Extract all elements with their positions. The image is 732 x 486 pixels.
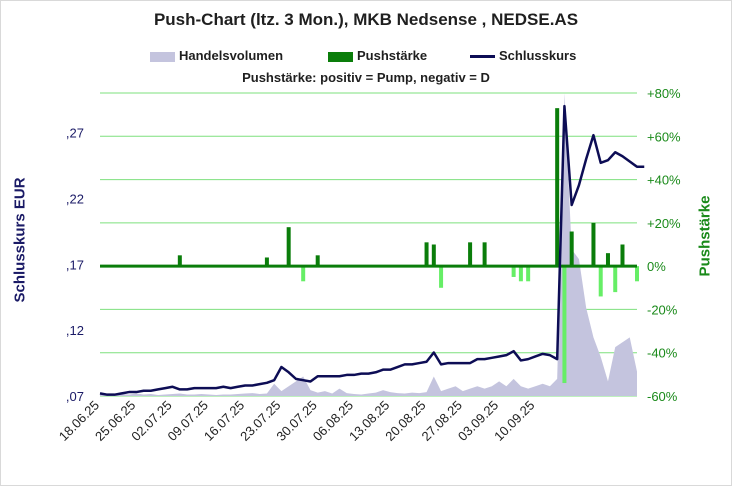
- push-bar-12: [526, 266, 531, 282]
- y-right-tick-2: -20%: [647, 302, 678, 317]
- chart-subtitle: Pushstärke: positiv = Pump, negativ = D: [242, 70, 490, 85]
- push-bar-6: [431, 244, 436, 267]
- legend-label-volume: Handelsvolumen: [179, 48, 284, 63]
- push-bar-14: [562, 266, 567, 384]
- y-left-tick-0: ,07: [66, 389, 84, 404]
- y-left-tick-1: ,12: [66, 323, 84, 338]
- volume-area: [100, 93, 637, 396]
- push-bar-17: [598, 266, 603, 297]
- push-bar-4: [315, 255, 320, 267]
- push-bar-2: [286, 227, 291, 267]
- legend-label-push: Pushstärke: [357, 48, 428, 63]
- push-bar-18: [605, 253, 610, 267]
- push-bar-21: [635, 266, 639, 282]
- legend-swatch-close: [470, 55, 495, 59]
- push-bar-8: [468, 242, 473, 267]
- chart-title: Push-Chart (ltz. 3 Mon.), MKB Nedsense ,…: [153, 10, 579, 29]
- y-right-tick-6: +60%: [647, 129, 681, 144]
- y-left-tick-3: ,22: [66, 191, 84, 206]
- push-bar-19: [613, 266, 618, 293]
- push-bar-5: [424, 242, 429, 267]
- y-right-tick-3: 0%: [647, 259, 666, 274]
- push-bar-7: [439, 266, 444, 288]
- push-bar-11: [518, 266, 523, 282]
- y-right-tick-4: +20%: [647, 216, 681, 231]
- legend-label-close: Schlusskurs: [499, 48, 577, 63]
- push-bar-13: [555, 108, 560, 267]
- y-right-tick-0: -60%: [647, 389, 678, 404]
- y-right-tick-1: -40%: [647, 346, 678, 361]
- push-bar-0: [177, 255, 182, 267]
- legend-item-close: Schlusskurs: [470, 48, 576, 63]
- x-tick-12: 10.09.25: [491, 398, 537, 444]
- push-bar-1: [264, 257, 269, 267]
- push-bar-3: [301, 266, 306, 282]
- legend-item-volume: Handelsvolumen: [150, 48, 283, 63]
- push-bar-10: [511, 266, 516, 277]
- push-bar-15: [569, 231, 574, 267]
- legend-item-push: Pushstärke: [328, 48, 427, 63]
- y-left-tick-2: ,17: [66, 257, 84, 272]
- push-bar-20: [620, 244, 625, 267]
- legend-swatch-volume: [150, 51, 175, 62]
- y-left-tick-4: ,27: [66, 126, 84, 141]
- push-bar-9: [482, 242, 487, 267]
- legend-swatch-push: [328, 51, 353, 62]
- y-right-tick-7: +80%: [647, 86, 681, 101]
- push-bar-16: [591, 222, 596, 267]
- close-line: [99, 104, 645, 396]
- y-right-tick-5: +40%: [647, 173, 681, 188]
